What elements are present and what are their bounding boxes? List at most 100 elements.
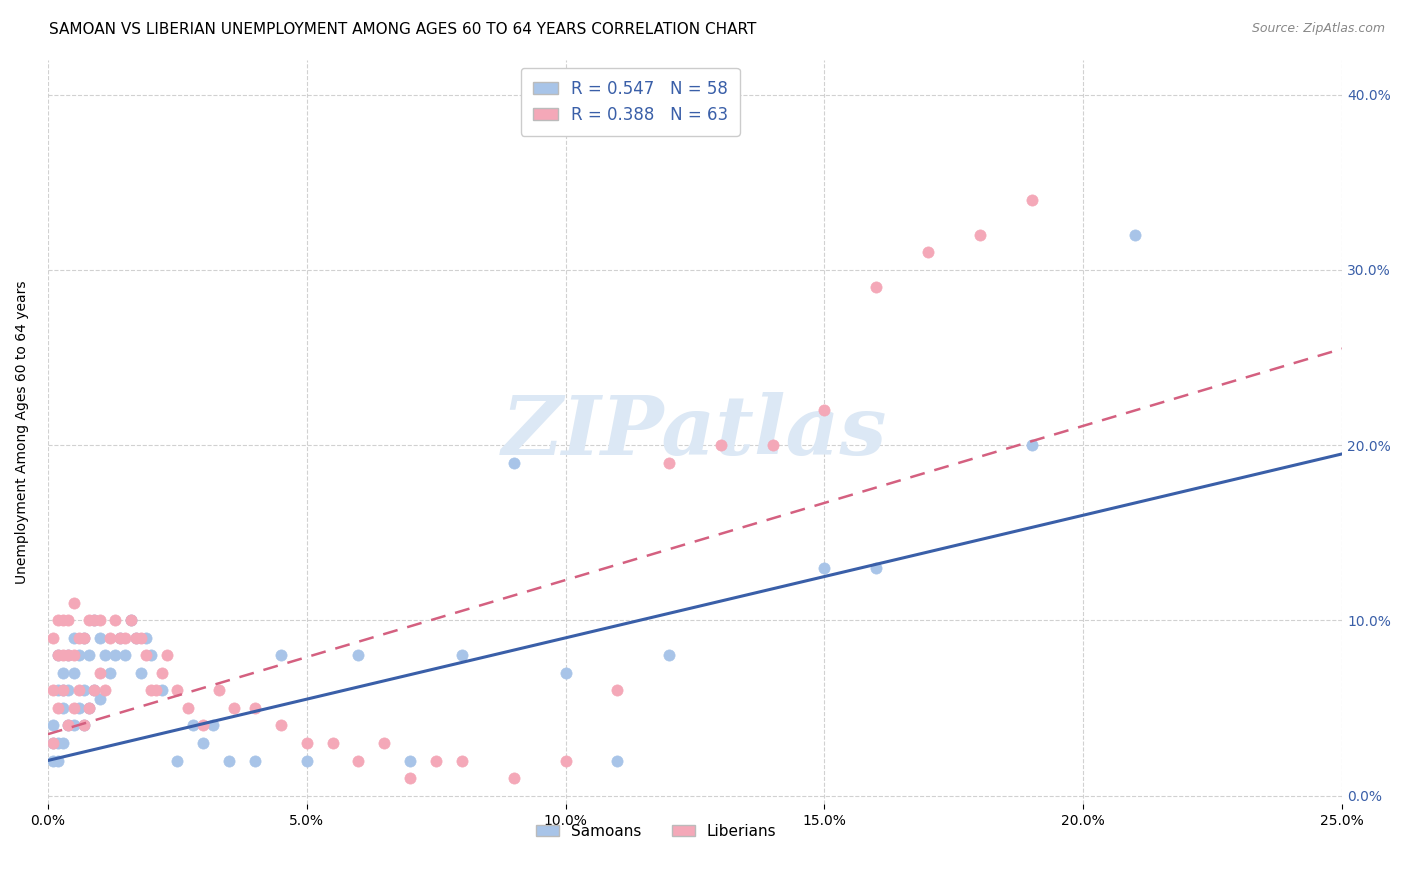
Point [42, 683, 65, 698]
Point [135, 648, 157, 663]
Point [77, 613, 100, 627]
Point [52, 648, 75, 663]
Point [166, 683, 188, 698]
Point [145, 683, 167, 698]
Point [295, 754, 318, 768]
Point [917, 245, 939, 260]
Point [46, 648, 69, 663]
Point [347, 754, 370, 768]
Point [46, 701, 69, 715]
Point [93, 648, 115, 663]
Point [42, 736, 65, 750]
Point [399, 754, 422, 768]
Point [46, 648, 69, 663]
Point [207, 683, 229, 698]
Point [58, 648, 80, 663]
Point [347, 648, 370, 663]
Point [270, 718, 292, 732]
Point [73, 718, 96, 732]
Point [166, 754, 188, 768]
Point [141, 648, 163, 663]
Point [62, 701, 84, 715]
Point [52, 683, 75, 698]
Point [129, 665, 152, 680]
Point [865, 560, 887, 574]
Point [58, 718, 80, 732]
Point [73, 631, 96, 645]
Point [58, 648, 80, 663]
Y-axis label: Unemployment Among Ages 60 to 64 years: Unemployment Among Ages 60 to 64 years [15, 280, 30, 583]
Point [62, 665, 84, 680]
Point [218, 754, 240, 768]
Point [62, 718, 84, 732]
Point [451, 754, 474, 768]
Point [52, 613, 75, 627]
Point [73, 718, 96, 732]
Point [58, 683, 80, 698]
Point [554, 754, 576, 768]
Point [104, 613, 127, 627]
Point [46, 613, 69, 627]
Point [98, 665, 121, 680]
Point [83, 613, 105, 627]
Point [89, 692, 111, 706]
Point [425, 754, 447, 768]
Point [42, 736, 65, 750]
Point [813, 560, 835, 574]
Point [46, 683, 69, 698]
Point [502, 771, 524, 785]
Text: SAMOAN VS LIBERIAN UNEMPLOYMENT AMONG AGES 60 TO 64 YEARS CORRELATION CHART: SAMOAN VS LIBERIAN UNEMPLOYMENT AMONG AG… [49, 22, 756, 37]
Point [658, 648, 681, 663]
Point [62, 631, 84, 645]
Point [150, 665, 173, 680]
Point [295, 736, 318, 750]
Point [129, 631, 152, 645]
Point [156, 648, 179, 663]
Point [451, 648, 474, 663]
Point [813, 403, 835, 417]
Point [114, 648, 136, 663]
Point [554, 665, 576, 680]
Point [67, 683, 90, 698]
Point [150, 683, 173, 698]
Point [373, 736, 395, 750]
Point [399, 771, 422, 785]
Point [1021, 438, 1043, 452]
Point [1021, 193, 1043, 207]
Point [191, 718, 214, 732]
Point [606, 683, 628, 698]
Point [46, 736, 69, 750]
Point [62, 648, 84, 663]
Point [141, 683, 163, 698]
Point [181, 718, 204, 732]
Point [73, 683, 96, 698]
Point [710, 438, 733, 452]
Point [89, 613, 111, 627]
Point [606, 754, 628, 768]
Point [191, 736, 214, 750]
Point [502, 456, 524, 470]
Point [224, 701, 246, 715]
Point [120, 613, 142, 627]
Point [176, 701, 198, 715]
Point [77, 701, 100, 715]
Legend: Samoans, Liberians: Samoans, Liberians [530, 818, 783, 845]
Point [135, 631, 157, 645]
Point [52, 736, 75, 750]
Point [125, 631, 148, 645]
Point [89, 665, 111, 680]
Point [114, 631, 136, 645]
Point [46, 754, 69, 768]
Point [762, 438, 785, 452]
Point [42, 631, 65, 645]
Text: Source: ZipAtlas.com: Source: ZipAtlas.com [1251, 22, 1385, 36]
Point [62, 596, 84, 610]
Point [42, 718, 65, 732]
Point [83, 613, 105, 627]
Point [202, 718, 225, 732]
Point [73, 631, 96, 645]
Point [58, 718, 80, 732]
Point [1123, 227, 1146, 242]
Point [52, 683, 75, 698]
Point [93, 683, 115, 698]
